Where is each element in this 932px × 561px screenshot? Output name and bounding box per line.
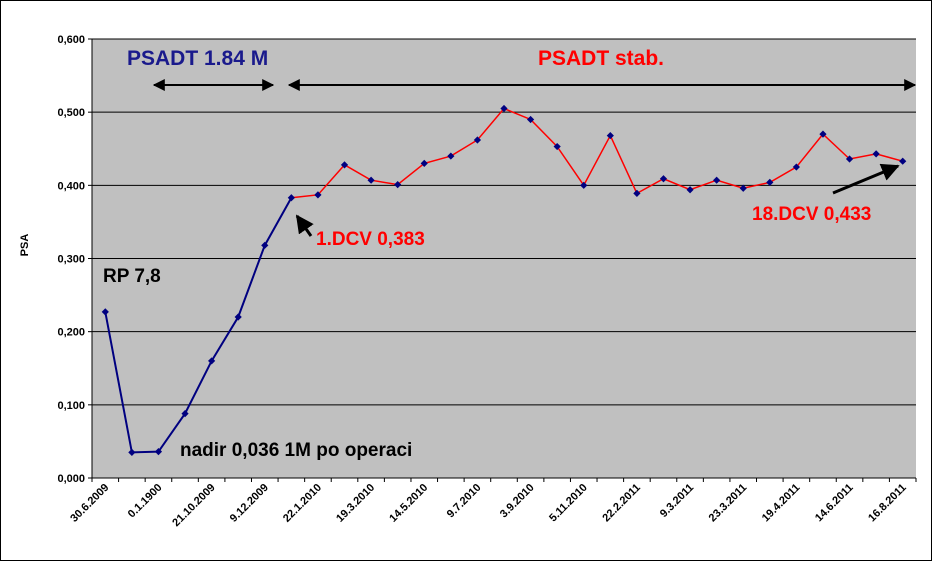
- data-point: [154, 448, 163, 456]
- data-point: [819, 130, 827, 138]
- y-tick-label: 0,400: [57, 180, 85, 192]
- y-axis-ticks: 0,000 0,100 0,200 0,300 0,400 0,500 0,600: [57, 34, 92, 485]
- x-tick-label: 21.10.2009: [170, 482, 217, 529]
- data-point: [845, 155, 854, 163]
- x-tick-label: 5.11.2010: [547, 482, 590, 525]
- psadt-184-label: PSADT 1.84 M: [127, 47, 268, 70]
- data-point: [340, 161, 349, 169]
- x-tick-label: 9.3.2011: [658, 482, 696, 520]
- x-tick-label: 14.5.2010: [387, 482, 430, 525]
- x-tick-label: 3.9.2010: [498, 482, 537, 521]
- x-tick-label: 22.2.2011: [600, 482, 643, 525]
- nadir-label: nadir 0,036 1M po operaci: [180, 440, 412, 461]
- data-point: [367, 176, 375, 184]
- data-series: [104, 107, 903, 454]
- data-point: [633, 189, 641, 197]
- data-point: [739, 184, 747, 192]
- data-point: [394, 181, 402, 189]
- data-point: [208, 357, 216, 365]
- x-tick-label: 16.8.2011: [866, 482, 909, 525]
- y-tick-label: 0,000: [57, 473, 85, 485]
- data-point: [234, 313, 242, 321]
- data-point: [872, 150, 880, 158]
- x-tick-label: 0.1.1900: [126, 482, 165, 521]
- x-axis-ticks: 30.6.2009 0.1.1900 21.10.2009 9.12.2009 22.1…: [68, 478, 917, 529]
- data-point: [792, 163, 800, 171]
- data-point: [420, 159, 428, 167]
- dcv1-arrow: [295, 214, 314, 237]
- psadt-stab-label: PSADT stab.: [538, 47, 664, 70]
- x-tick-label: 19.3.2010: [334, 482, 377, 525]
- x-tick-label: 23.3.2011: [707, 482, 750, 525]
- x-tick-label: 9.12.2009: [228, 482, 271, 525]
- y-tick-label: 0,200: [57, 327, 85, 339]
- data-point: [899, 157, 907, 165]
- data-point: [659, 175, 668, 183]
- x-tick-label: 14.6.2011: [813, 482, 856, 525]
- x-tick-label: 22.1.2010: [281, 482, 324, 525]
- x-tick-label: 30.6.2009: [68, 482, 111, 525]
- data-point: [526, 115, 535, 124]
- y-tick-label: 0,100: [57, 400, 85, 412]
- data-point: [473, 136, 482, 144]
- data-point: [261, 241, 269, 249]
- data-point: [553, 142, 561, 151]
- x-tick-label: 19.4.2011: [760, 482, 803, 525]
- y-tick-label: 0,500: [57, 107, 85, 119]
- data-point: [128, 448, 136, 456]
- data-point: [580, 181, 588, 189]
- data-point: [101, 308, 109, 316]
- y-tick-label: 0,600: [57, 34, 85, 46]
- data-point: [287, 194, 295, 202]
- data-point: [500, 104, 508, 113]
- data-point: [766, 178, 774, 187]
- data-point: [314, 191, 322, 199]
- x-tick-label: 9.7.2010: [445, 482, 484, 521]
- data-point: [713, 176, 721, 184]
- series-line-0: [104, 197, 293, 454]
- data-point: [606, 131, 614, 140]
- dcv18-label: 18.DCV 0,433: [752, 204, 871, 225]
- dcv18-arrow: [832, 163, 900, 195]
- data-point: [181, 410, 189, 418]
- data-markers: [101, 104, 907, 456]
- dcv1-label: 1.DCV 0,383: [316, 229, 425, 250]
- rp-label: RP 7,8: [103, 266, 161, 287]
- data-point: [686, 186, 694, 194]
- y-tick-label: 0,300: [57, 254, 85, 266]
- data-point: [447, 152, 455, 160]
- series-line-1: [291, 107, 903, 199]
- y-axis-label: PSA: [19, 234, 31, 257]
